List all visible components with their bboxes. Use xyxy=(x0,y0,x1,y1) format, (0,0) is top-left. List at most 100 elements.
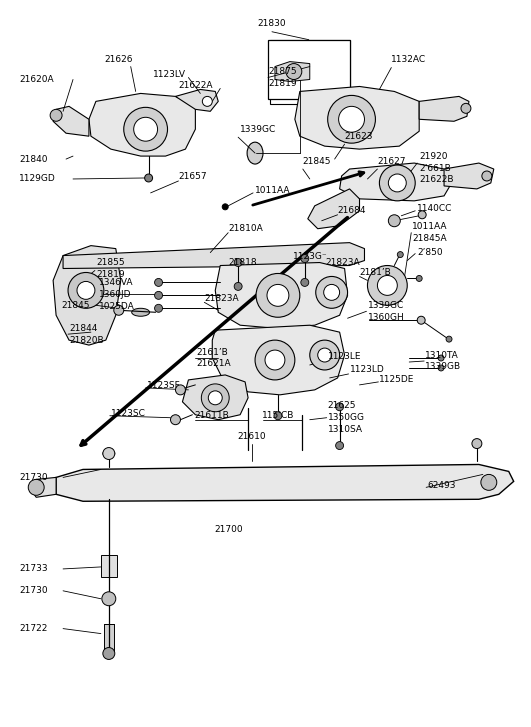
Circle shape xyxy=(208,391,222,405)
Ellipse shape xyxy=(92,473,120,491)
Circle shape xyxy=(124,108,167,151)
Circle shape xyxy=(367,265,407,305)
Circle shape xyxy=(438,355,444,361)
Text: 1310SA: 1310SA xyxy=(328,425,363,434)
Circle shape xyxy=(265,350,285,370)
Text: 21823A: 21823A xyxy=(204,294,239,303)
Text: 1123LD: 1123LD xyxy=(349,366,384,374)
Text: 1123SC: 1123SC xyxy=(111,409,145,418)
Circle shape xyxy=(418,211,426,219)
Text: 2181’B: 2181’B xyxy=(359,268,391,277)
Polygon shape xyxy=(89,94,195,156)
Text: 1339GC: 1339GC xyxy=(367,301,404,310)
Text: 21622B: 21622B xyxy=(419,175,453,185)
Text: 1129GD: 1129GD xyxy=(19,174,56,183)
Polygon shape xyxy=(183,375,248,419)
Text: 1011AA: 1011AA xyxy=(412,222,448,231)
Circle shape xyxy=(481,475,497,490)
Text: 1346VA: 1346VA xyxy=(99,278,133,287)
Text: 1123G⁻: 1123G⁻ xyxy=(293,252,328,261)
Circle shape xyxy=(68,273,104,308)
Circle shape xyxy=(114,305,124,316)
Bar xyxy=(104,624,114,651)
Text: 1025DA: 1025DA xyxy=(99,302,135,311)
Circle shape xyxy=(380,165,415,201)
Circle shape xyxy=(201,384,229,411)
Text: 21623: 21623 xyxy=(345,132,373,141)
Circle shape xyxy=(170,414,181,425)
Bar xyxy=(270,40,349,105)
Circle shape xyxy=(267,284,289,306)
Circle shape xyxy=(222,204,228,210)
Circle shape xyxy=(388,214,400,227)
Text: 21810A: 21810A xyxy=(228,224,263,233)
Text: 1132AC: 1132AC xyxy=(391,55,426,64)
Polygon shape xyxy=(53,246,121,345)
Text: 21625: 21625 xyxy=(328,401,356,410)
Text: 21611B: 21611B xyxy=(194,411,229,420)
Text: 21621A: 21621A xyxy=(196,359,231,369)
Text: 21855: 21855 xyxy=(96,258,124,267)
Text: 21730: 21730 xyxy=(19,586,48,595)
Polygon shape xyxy=(340,163,454,201)
Polygon shape xyxy=(53,106,89,136)
Circle shape xyxy=(28,479,44,495)
Text: 21819: 21819 xyxy=(96,270,124,279)
Circle shape xyxy=(274,411,282,419)
Circle shape xyxy=(438,365,444,371)
Text: 21920: 21920 xyxy=(419,152,448,161)
Text: 21830: 21830 xyxy=(258,20,286,28)
Text: 21818: 21818 xyxy=(228,258,257,267)
Circle shape xyxy=(446,336,452,342)
Circle shape xyxy=(144,174,152,182)
Circle shape xyxy=(155,305,162,313)
Text: 2161’B: 2161’B xyxy=(196,348,228,356)
Text: 2’661B: 2’661B xyxy=(419,164,451,172)
Polygon shape xyxy=(295,87,419,149)
Circle shape xyxy=(256,273,300,317)
Polygon shape xyxy=(212,325,345,395)
Text: 1360JD: 1360JD xyxy=(99,290,131,299)
Text: 21627: 21627 xyxy=(378,156,406,166)
Circle shape xyxy=(155,292,162,300)
Text: 21733: 21733 xyxy=(19,564,48,574)
Text: 21840: 21840 xyxy=(19,155,48,164)
Circle shape xyxy=(472,438,482,449)
Text: 1123LV: 1123LV xyxy=(152,70,186,79)
Text: 21684: 21684 xyxy=(338,206,366,215)
Ellipse shape xyxy=(393,473,421,491)
Text: 21823A: 21823A xyxy=(326,258,361,267)
Circle shape xyxy=(77,281,95,300)
Text: 1123LE: 1123LE xyxy=(328,352,361,361)
Text: 115’CB: 115’CB xyxy=(262,411,294,420)
Circle shape xyxy=(102,592,116,606)
Circle shape xyxy=(301,254,309,262)
Polygon shape xyxy=(419,97,469,121)
Text: 1140CC: 1140CC xyxy=(417,204,452,213)
Text: 1123SF: 1123SF xyxy=(147,382,181,390)
Text: 21819: 21819 xyxy=(268,79,297,88)
Circle shape xyxy=(134,117,158,141)
Text: 21610: 21610 xyxy=(238,432,267,441)
Ellipse shape xyxy=(132,308,150,316)
Circle shape xyxy=(103,648,115,659)
Circle shape xyxy=(339,106,364,132)
Circle shape xyxy=(461,103,471,113)
Text: 21844: 21844 xyxy=(69,324,97,333)
Text: 1125DE: 1125DE xyxy=(380,375,415,385)
Circle shape xyxy=(336,403,344,411)
Circle shape xyxy=(155,278,162,286)
Circle shape xyxy=(175,385,185,395)
Text: 21875: 21875 xyxy=(268,67,297,76)
Circle shape xyxy=(416,276,422,281)
Circle shape xyxy=(202,97,212,106)
Circle shape xyxy=(103,448,115,459)
Circle shape xyxy=(301,278,309,286)
Circle shape xyxy=(397,252,403,257)
Text: 1011AA: 1011AA xyxy=(255,186,290,196)
Text: 21657: 21657 xyxy=(178,172,207,182)
Ellipse shape xyxy=(234,473,262,491)
Text: 21626: 21626 xyxy=(105,55,133,64)
Polygon shape xyxy=(444,163,494,189)
Text: 1350GG: 1350GG xyxy=(328,413,365,422)
